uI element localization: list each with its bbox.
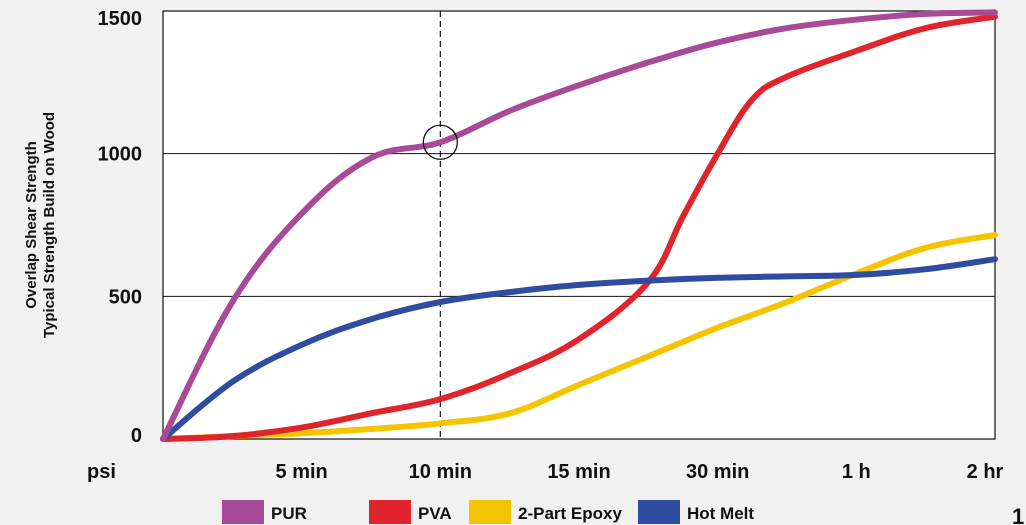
gridlines xyxy=(163,153,995,297)
highlight-marker-layer xyxy=(422,124,458,160)
x-tick-label-1-h: 1 h xyxy=(842,461,871,483)
highlight-circle-marker xyxy=(422,124,458,160)
legend-label-2-part-epoxy: 2-Part Epoxy xyxy=(518,504,622,523)
legend-swatch-2-part-epoxy xyxy=(469,500,511,524)
y-tick-label-1500: 1500 xyxy=(98,8,143,30)
y-tick-labels: 0 500 1000 1500 xyxy=(98,8,143,447)
y-axis-title-line-1: Overlap Shear Strength xyxy=(23,141,40,309)
x-tick-labels: 5 min 10 min 15 min 30 min 1 h 2 hr xyxy=(276,461,1004,483)
legend-label-pur: PUR xyxy=(271,504,307,523)
y-tick-label-1000: 1000 xyxy=(98,144,143,166)
y-unit-label: psi xyxy=(87,461,116,483)
y-tick-label-500: 500 xyxy=(109,286,142,308)
y-axis-title: Overlap Shear Strength Typical Strength … xyxy=(23,112,58,338)
legend-label-hot-melt: Hot Melt xyxy=(687,504,754,523)
y-tick-label-0: 0 xyxy=(131,425,142,447)
legend-swatch-pva xyxy=(369,500,411,524)
series-layer xyxy=(160,9,998,442)
y-axis-title-line-2: Typical Strength Build on Wood xyxy=(41,112,58,338)
x-tick-label-10-min: 10 min xyxy=(409,461,472,483)
x-tick-label-30-min: 30 min xyxy=(686,461,749,483)
legend-swatch-hot-melt xyxy=(638,500,680,524)
legend-swatch-pur xyxy=(222,500,264,524)
legend: PUR PVA 2-Part Epoxy Hot Melt xyxy=(222,500,754,524)
page-number-fragment: 1 xyxy=(1012,504,1024,525)
x-tick-label-5-min: 5 min xyxy=(276,461,328,483)
x-tick-label-15-min: 15 min xyxy=(547,461,610,483)
x-tick-label-2-hr: 2 hr xyxy=(967,461,1004,483)
legend-label-pva: PVA xyxy=(418,504,452,523)
series-line-pur xyxy=(160,9,998,442)
series-line-hot-melt xyxy=(160,256,998,442)
